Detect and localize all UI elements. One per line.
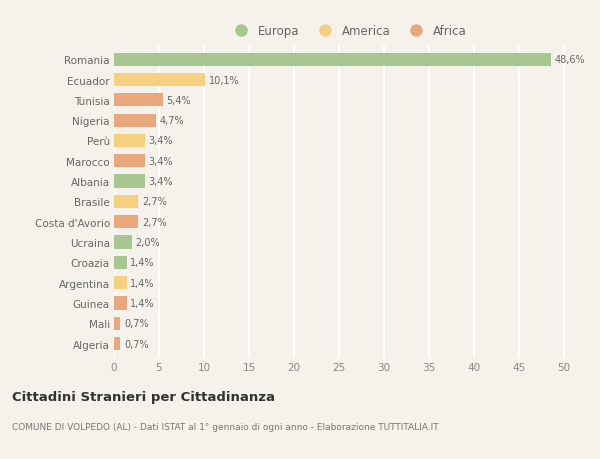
Bar	[114, 155, 145, 168]
Bar	[114, 276, 127, 290]
Text: 2,7%: 2,7%	[142, 217, 167, 227]
Bar	[114, 54, 551, 67]
Bar	[114, 196, 139, 208]
Text: 1,4%: 1,4%	[130, 258, 155, 268]
Text: 2,0%: 2,0%	[136, 237, 160, 247]
Text: 10,1%: 10,1%	[209, 75, 239, 85]
Text: 3,4%: 3,4%	[148, 177, 173, 187]
Text: 3,4%: 3,4%	[148, 136, 173, 146]
Text: 0,7%: 0,7%	[124, 319, 149, 329]
Bar	[114, 175, 145, 188]
Bar	[114, 297, 127, 310]
Text: 3,4%: 3,4%	[148, 157, 173, 167]
Text: 2,7%: 2,7%	[142, 197, 167, 207]
Bar	[114, 74, 205, 87]
Text: 4,7%: 4,7%	[160, 116, 185, 126]
Text: 5,4%: 5,4%	[166, 95, 191, 106]
Text: COMUNE DI VOLPEDO (AL) - Dati ISTAT al 1° gennaio di ogni anno - Elaborazione TU: COMUNE DI VOLPEDO (AL) - Dati ISTAT al 1…	[12, 422, 439, 431]
Bar	[114, 337, 120, 350]
Legend: Europa, America, Africa: Europa, America, Africa	[224, 21, 472, 43]
Bar	[114, 94, 163, 107]
Bar	[114, 134, 145, 148]
Text: Cittadini Stranieri per Cittadinanza: Cittadini Stranieri per Cittadinanza	[12, 390, 275, 403]
Bar	[114, 317, 120, 330]
Bar	[114, 216, 139, 229]
Bar	[114, 256, 127, 269]
Bar	[114, 114, 156, 128]
Text: 0,7%: 0,7%	[124, 339, 149, 349]
Text: 1,4%: 1,4%	[130, 298, 155, 308]
Text: 48,6%: 48,6%	[555, 55, 586, 65]
Text: 1,4%: 1,4%	[130, 278, 155, 288]
Bar	[114, 236, 132, 249]
